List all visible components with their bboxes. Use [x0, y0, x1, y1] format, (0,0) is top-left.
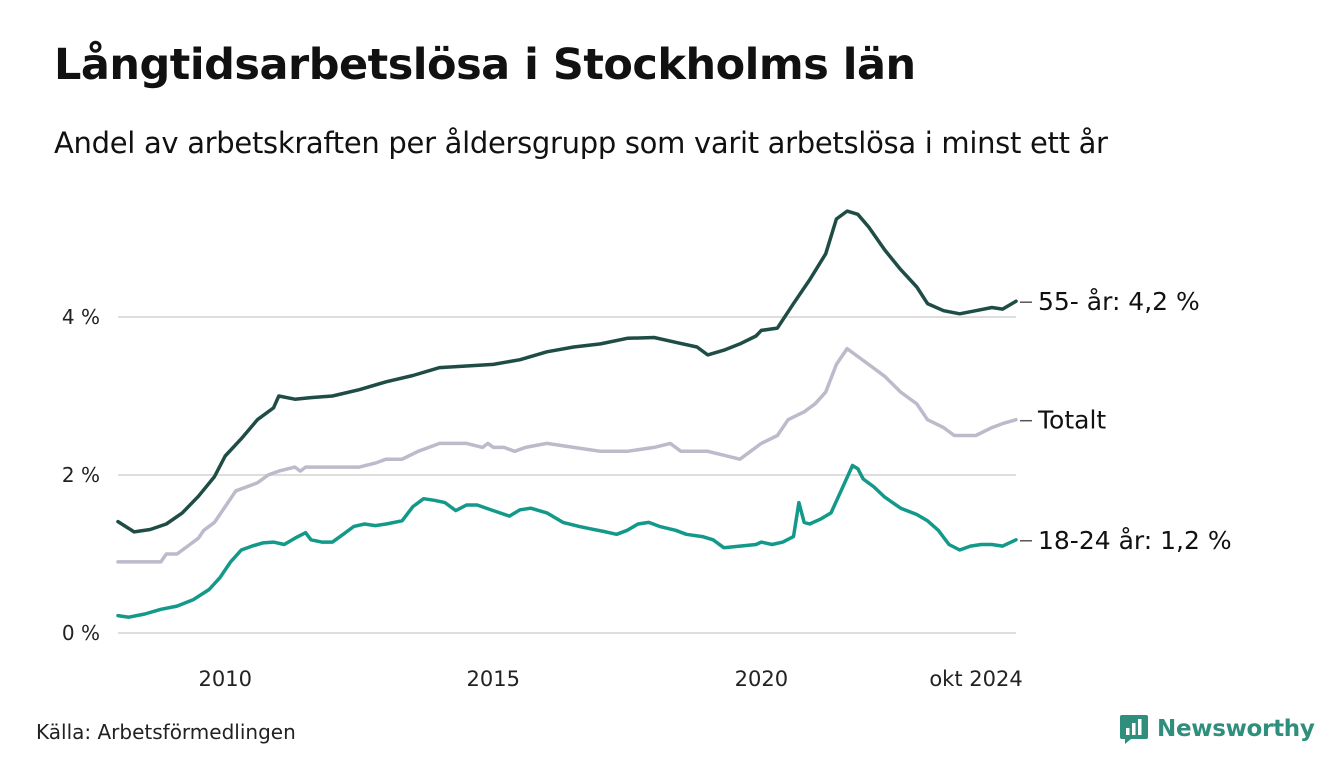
y-tick-label: 0 %: [62, 621, 100, 645]
series-end-label: Totalt: [1037, 406, 1106, 435]
x-axis-ticks: 2010 2015 2020 okt 2024: [198, 667, 1022, 691]
x-tick-label: okt 2024: [929, 667, 1022, 691]
source-note: Källa: Arbetsförmedlingen: [36, 720, 296, 744]
newsworthy-logo[interactable]: Newsworthy: [1119, 713, 1315, 745]
grid-lines: [118, 316, 1016, 634]
series-lines: [116, 209, 1018, 619]
chart-subtitle: Andel av arbetskraften per åldersgrupp s…: [54, 126, 1108, 160]
series-end-labels: 55- år: 4,2 % Totalt 18-24 år: 1,2 %: [1020, 287, 1232, 555]
series-line-totalt: [116, 346, 1018, 564]
x-tick-label: 2010: [198, 667, 251, 691]
series-line-55-plus: [116, 209, 1018, 534]
newsworthy-logo-icon: [1120, 715, 1148, 744]
y-tick-label: 2 %: [62, 463, 100, 487]
y-tick-label: 4 %: [62, 305, 100, 329]
x-tick-label: 2020: [735, 667, 788, 691]
chart-title: Långtidsarbetslösa i Stockholms län: [54, 40, 916, 90]
newsworthy-logo-text: Newsworthy: [1157, 716, 1315, 742]
series-end-label: 18-24 år: 1,2 %: [1038, 526, 1232, 555]
y-axis-ticks: 0 % 2 % 4 %: [62, 305, 100, 645]
series-line-18-24: [116, 463, 1018, 619]
series-end-label: 55- år: 4,2 %: [1038, 287, 1200, 316]
x-tick-label: 2015: [467, 667, 520, 691]
